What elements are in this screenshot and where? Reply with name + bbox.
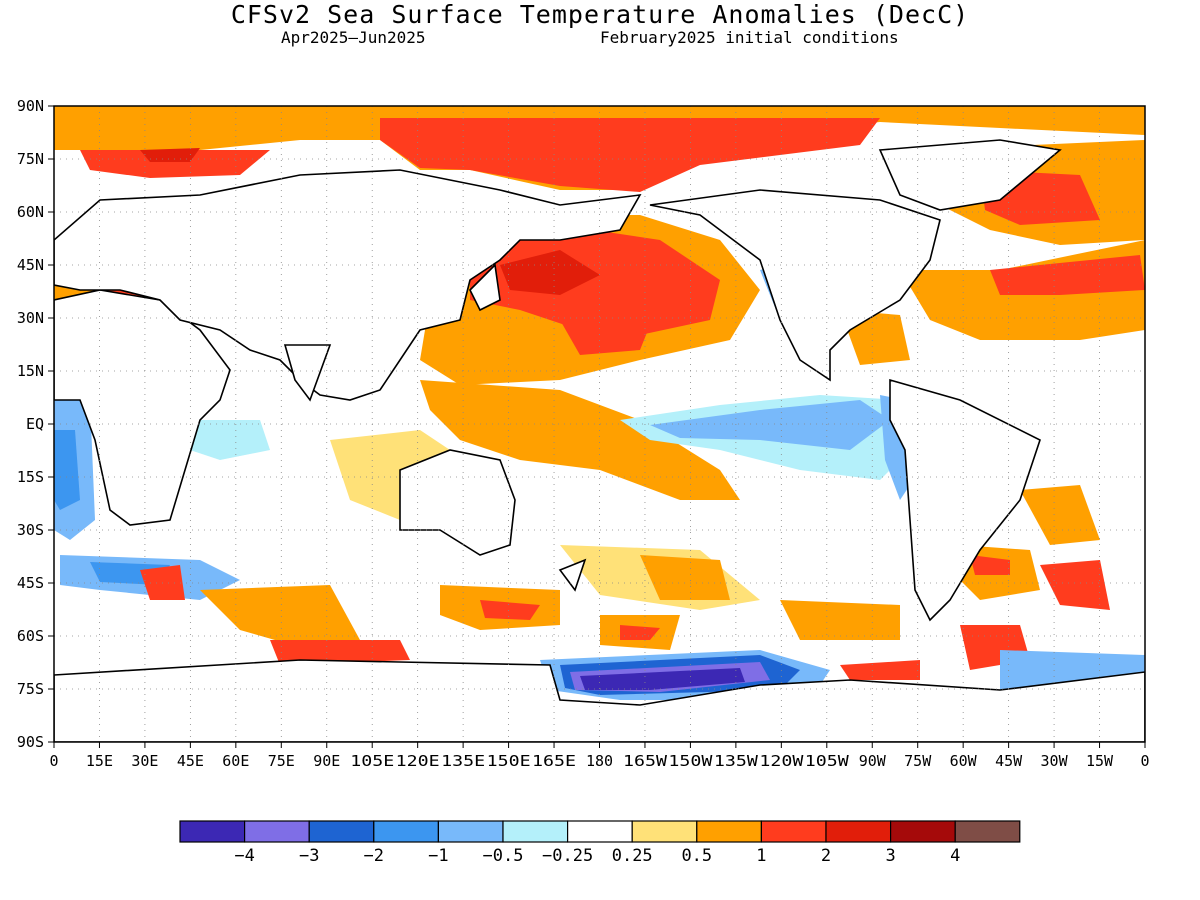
lat-tick-label: 75S [17,680,44,698]
color-legend: −4 −3 −2 −1 −0.5 −0.25 0.25 0.5 1 2 3 4 [179,820,1021,866]
legend-color-box [502,820,569,843]
map-title: CFSv2 Sea Surface Temperature Anomalies … [230,0,970,29]
lat-tick-label: 15N [17,362,44,380]
lon-tick-label: 165W [623,752,668,770]
lon-tick-label: 60W [950,752,978,770]
lon-tick-label: 90E [313,752,340,770]
legend-label: −2 [364,846,384,866]
legend-color-box [631,820,698,843]
lon-tick-label: 135E [441,752,485,770]
graticule [54,106,1145,742]
lat-tick-label: 45N [17,256,44,274]
lon-tick-label: 0 [1140,752,1149,770]
lon-tick-label: 30E [131,752,158,770]
legend-color-box [308,820,375,843]
forecast-period: Apr2025—Jun2025 [281,28,426,47]
lon-tick-label: 135W [714,752,759,770]
legend-label: −4 [234,846,254,866]
initial-conditions: February2025 initial conditions [600,28,899,47]
lon-tick-label: 75W [904,752,932,770]
lon-tick-label: 180 [586,752,613,770]
legend-label: −1 [428,846,448,866]
lat-tick-label: EQ [26,415,44,433]
lon-tick-label: 15W [1086,752,1114,770]
legend-label: 1 [756,846,766,866]
lon-tick-label: 45W [995,752,1023,770]
australia-land [399,449,516,556]
legend-label: −3 [299,846,319,866]
lon-tick-label: 120W [759,752,804,770]
lon-tick-label: 15E [86,752,113,770]
lon-tick-label: 120E [396,752,440,770]
lon-tick-label: 30W [1041,752,1069,770]
legend-color-box [825,820,892,843]
lat-tick-label: 60N [17,203,44,221]
lon-tick-label: 0 [49,752,58,770]
legend-label: 3 [885,846,895,866]
legend-color-box [566,820,633,843]
lon-tick-label: 105W [805,752,850,770]
latitude-axis: 90N 75N 60N 45N 30N 15N EQ 15S 30S 45S 60S 75S 90S [17,97,54,751]
lon-tick-label: 75E [268,752,295,770]
legend-color-box [696,820,762,843]
lon-tick-label: 45E [177,752,204,770]
lat-tick-label: 90S [17,733,44,751]
lat-tick-label: 75N [17,150,44,168]
lat-tick-label: 90N [17,97,44,115]
lat-tick-label: 60S [17,627,44,645]
lat-tick-label: 45S [17,574,44,592]
legend-label: 0.5 [681,846,712,866]
arctic-strong-warm-region [380,118,880,192]
longitude-axis: 0 15E 30E 45E 60E 75E 90E 105E 120E 135E 150E 165E 1… [49,742,1150,770]
legend-color-box [954,820,1021,843]
legend-label: 0.25 [612,846,653,866]
legend-color-box [179,820,246,843]
map-panel [54,106,1145,742]
lon-tick-label: 90W [859,752,887,770]
lon-tick-label: 150E [487,752,531,770]
legend-color-box [760,820,827,843]
lat-tick-label: 30N [17,309,44,327]
legend-label: −0.5 [483,846,524,866]
legend-label: −0.25 [542,846,593,866]
lat-tick-label: 30S [17,521,44,539]
south-america-land [889,378,1041,622]
legend-color-box [437,820,504,843]
legend-label: 2 [821,846,831,866]
legend-label: 4 [950,846,960,866]
west-pacific-warm-region [420,380,740,500]
legend-color-box [373,820,439,843]
north-america-land [649,189,941,382]
legend-color-box [889,820,956,843]
continents [54,139,1145,742]
lat-tick-label: 15S [17,468,44,486]
lon-tick-label: 60E [222,752,249,770]
eurasia-land [54,169,642,401]
lon-tick-label: 105E [350,752,394,770]
lon-tick-label: 165E [532,752,576,770]
lon-tick-label: 150W [668,752,713,770]
legend-color-box [244,820,310,843]
